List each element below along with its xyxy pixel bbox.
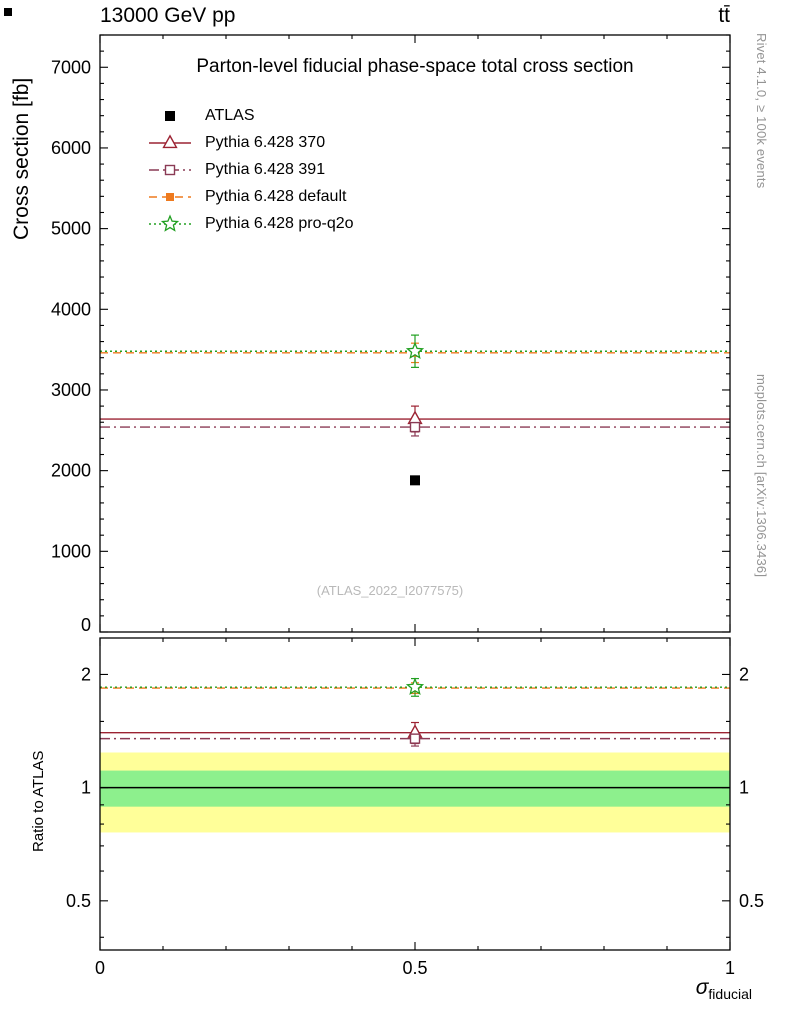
legend-item-pythia-default: Pythia 6.428 default bbox=[147, 183, 354, 210]
y-axis-label-main: Cross section [fb] bbox=[10, 77, 33, 240]
svg-text:1: 1 bbox=[739, 778, 749, 798]
svg-text:5000: 5000 bbox=[51, 219, 91, 239]
svg-text:4000: 4000 bbox=[51, 299, 91, 319]
svg-text:0.5: 0.5 bbox=[402, 958, 427, 978]
triangle-marker-icon bbox=[147, 133, 193, 153]
process-label: tt̄ bbox=[718, 4, 730, 27]
svg-text:7000: 7000 bbox=[51, 57, 91, 77]
legend-item-pythia-370: Pythia 6.428 370 bbox=[147, 129, 354, 156]
legend-label: Pythia 6.428 pro-q2o bbox=[205, 214, 354, 232]
legend-item-pythia-391: Pythia 6.428 391 bbox=[147, 156, 354, 183]
atlas-marker-icon bbox=[147, 106, 193, 126]
svg-text:2: 2 bbox=[81, 664, 91, 684]
rivet-version-label: Rivet 4.1.0, ≥ 100k events bbox=[754, 33, 769, 189]
legend-label: Pythia 6.428 default bbox=[205, 187, 347, 205]
square-marker-icon bbox=[147, 160, 193, 180]
legend: ATLAS Pythia 6.428 370 Pythia 6.428 391 … bbox=[147, 102, 354, 237]
svg-text:0: 0 bbox=[95, 958, 105, 978]
mcplots-credit-label: mcplots.cern.ch [arXiv:1306.3436] bbox=[754, 374, 769, 578]
filled-square-marker-icon bbox=[147, 187, 193, 207]
svg-text:0.5: 0.5 bbox=[739, 891, 764, 911]
star-marker-icon bbox=[147, 213, 193, 234]
svg-text:1: 1 bbox=[81, 778, 91, 798]
svg-text:1000: 1000 bbox=[51, 541, 91, 561]
svg-text:0.5: 0.5 bbox=[66, 891, 91, 911]
corner-mark bbox=[4, 8, 12, 16]
legend-item-pythia-proq2o: Pythia 6.428 pro-q2o bbox=[147, 210, 354, 237]
sigma-symbol: σ bbox=[695, 976, 709, 999]
legend-label: Pythia 6.428 370 bbox=[205, 133, 326, 151]
svg-text:0: 0 bbox=[81, 615, 91, 635]
svg-text:3000: 3000 bbox=[51, 380, 91, 400]
y-axis-label-ratio: Ratio to ATLAS bbox=[30, 750, 47, 852]
sigma-subscript: fiducial bbox=[708, 986, 752, 1003]
svg-text:1: 1 bbox=[725, 958, 735, 978]
analysis-watermark: (ATLAS_2022_I2077575) bbox=[316, 583, 464, 598]
x-axis-label: σfiducial bbox=[696, 976, 752, 1002]
beam-energy-label: 13000 GeV pp bbox=[100, 4, 236, 27]
plot-title: Parton-level fiducial phase-space total … bbox=[196, 56, 634, 77]
svg-text:2: 2 bbox=[739, 664, 749, 684]
legend-label: ATLAS bbox=[205, 106, 255, 124]
svg-text:2000: 2000 bbox=[51, 461, 91, 481]
legend-label: Pythia 6.428 391 bbox=[205, 160, 326, 178]
svg-text:6000: 6000 bbox=[51, 138, 91, 158]
legend-item-atlas: ATLAS bbox=[147, 102, 354, 129]
